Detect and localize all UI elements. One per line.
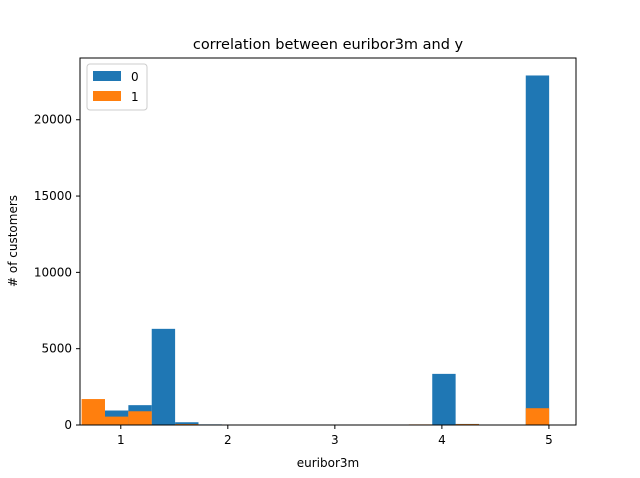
y-tick-label-10000: 10000 [34,265,72,279]
bar-series-1-bin-19 [525,408,550,425]
x-tick-label-1: 1 [117,433,125,447]
y-tick-label-20000: 20000 [34,113,72,127]
bar-series-0-bin-19 [525,75,550,425]
x-axis-label: euribor3m [297,456,359,470]
y-axis-label: # of customers [6,195,20,287]
x-axis: 1 2 3 4 5 [117,425,553,447]
legend-swatch-1 [93,91,121,101]
bar-series-0-bin-4 [175,422,199,425]
legend-swatch-0 [93,71,121,81]
bar-series-0-bin-3 [151,328,176,425]
legend-label-0: 0 [131,70,139,84]
y-tick-label-0: 0 [64,418,72,432]
y-tick-label-15000: 15000 [34,189,72,203]
x-tick-label-4: 4 [438,433,446,447]
chart-title: correlation between euribor3m and y [193,37,464,53]
bar-series-1-bin-1 [104,416,129,425]
x-tick-label-2: 2 [224,433,232,447]
bar-series-1-bin-0 [81,399,105,425]
legend-label-1: 1 [131,90,139,104]
legend: 0 1 [86,63,148,111]
y-axis: 0 5000 10000 15000 20000 [34,113,80,432]
x-tick-label-5: 5 [545,433,553,447]
bar-series-1-bin-2 [128,411,152,425]
plot-frame [79,57,577,426]
bar-series-0-bin-15 [432,373,456,425]
bars-layer [81,75,550,425]
y-tick-label-5000: 5000 [41,342,72,356]
x-tick-label-3: 3 [331,433,339,447]
